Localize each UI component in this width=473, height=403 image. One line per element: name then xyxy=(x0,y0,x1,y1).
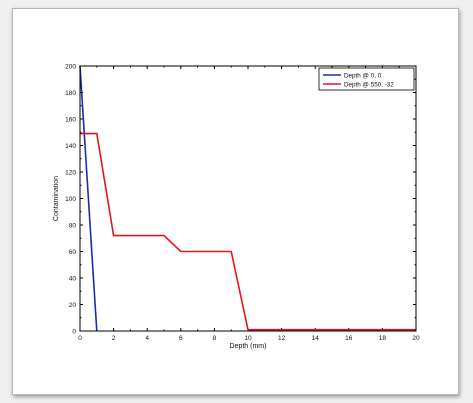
x-tick-label: 10 xyxy=(244,335,252,342)
y-tick-label: 20 xyxy=(69,302,77,309)
series-line-2 xyxy=(80,132,416,331)
plot-border xyxy=(79,65,417,332)
y-tick-label: 40 xyxy=(69,275,77,282)
y-tick-label: 200 xyxy=(65,63,76,70)
x-tick-label: 8 xyxy=(213,335,217,342)
series-line-1 xyxy=(79,65,98,332)
x-tick-label: 4 xyxy=(145,335,149,342)
y-axis-label: Contamination xyxy=(53,176,60,221)
line-chart: 0 2 4 6 8 10 12 14 16 18 2002040608010012014016018… xyxy=(53,63,420,350)
x-tick-label: 2 xyxy=(112,335,116,342)
y-tick-label: 60 xyxy=(69,249,77,256)
axis-ticks: 0 2 4 6 8 10 12 14 16 18 2002040608010012014016018… xyxy=(65,63,420,342)
series-lines xyxy=(79,65,416,332)
y-tick-label: 100 xyxy=(65,196,76,203)
legend: Depth @ 0, 0 Depth @ 550, -32 xyxy=(318,67,415,91)
y-tick-label: 180 xyxy=(65,90,76,97)
x-tick-label: 12 xyxy=(278,335,286,342)
figure-frame: 0 2 4 6 8 10 12 14 16 18 20 0 20 40 60 80 100 120 140 160 18… xyxy=(12,8,459,395)
y-tick-label: 120 xyxy=(65,169,76,176)
x-tick-label: 6 xyxy=(179,335,183,342)
legend-entry: Depth @ 0, 0 xyxy=(344,72,382,79)
x-tick-label: 16 xyxy=(345,335,353,342)
x-tick-label: 0 xyxy=(78,335,82,342)
x-tick-label: 18 xyxy=(379,335,387,342)
legend-box xyxy=(318,67,415,91)
y-tick-label: 160 xyxy=(65,116,76,123)
y-tick-label: 140 xyxy=(65,143,76,150)
x-axis-label: Depth (mm) xyxy=(230,343,267,350)
y-tick-label: 0 xyxy=(72,328,76,335)
x-tick-label: 14 xyxy=(312,335,320,342)
x-tick-label: 20 xyxy=(412,335,420,342)
y-tick-label: 80 xyxy=(69,222,77,229)
legend-entry: Depth @ 550, -32 xyxy=(344,81,394,88)
